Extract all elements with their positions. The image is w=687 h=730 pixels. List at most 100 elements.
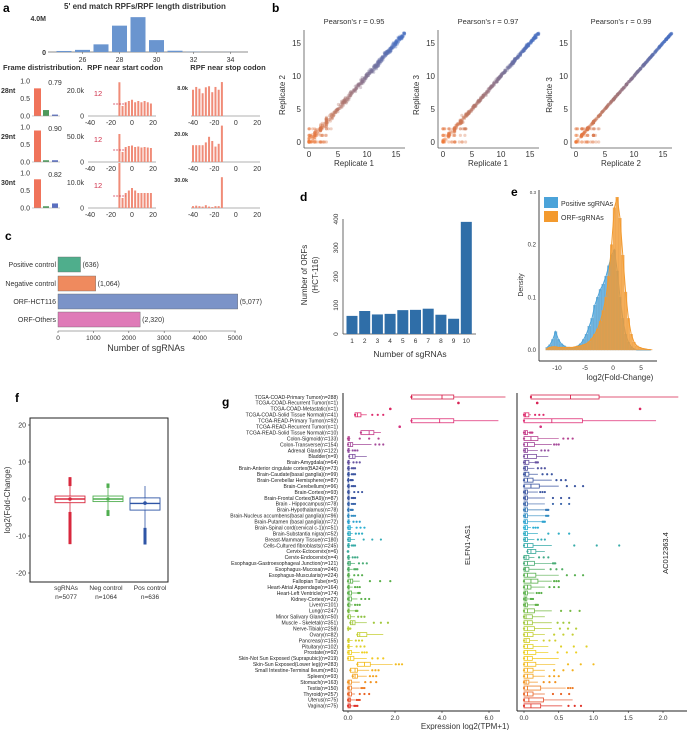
outlier-point [572, 645, 575, 648]
scatter-point [441, 140, 445, 144]
scatter-point [479, 97, 484, 101]
scatter-point [612, 97, 616, 101]
scatter-point [526, 43, 530, 48]
scatter-point [591, 133, 596, 137]
scatter-point [343, 99, 347, 103]
value-label: (1,064) [98, 281, 120, 288]
min-point [522, 419, 526, 422]
scatter-point [518, 52, 522, 56]
scatter-point [395, 40, 399, 44]
scatter-point [464, 113, 468, 117]
outlier-point [371, 669, 374, 672]
x-tick-label: -20 [209, 120, 219, 127]
scatter-point [501, 71, 505, 76]
scatter-point [372, 64, 376, 68]
scatter-point [664, 37, 669, 41]
x-tick-label: -20 [209, 166, 219, 173]
outlier-point [353, 556, 357, 559]
scatter-point [363, 76, 367, 80]
chart-title: 5' end match RPFs/RPF length distributio… [64, 2, 226, 11]
scatter-point [601, 109, 605, 113]
scatter-point [582, 130, 586, 134]
scatter-point [627, 80, 631, 84]
y-tick-label: 0 [431, 138, 436, 147]
scatter-point [455, 126, 459, 130]
scatter-point [380, 54, 385, 58]
scatter-point [635, 71, 639, 75]
scatter-point [591, 133, 596, 137]
scatter-point [634, 72, 638, 76]
x-tick-label: 0 [611, 365, 615, 372]
scatter-point [513, 60, 517, 64]
stop-codon-bar [208, 86, 211, 116]
scatter-point [389, 46, 393, 50]
scatter-point [475, 100, 480, 104]
y-tick-label: 0.5 [20, 142, 30, 149]
single-point [535, 401, 539, 405]
scatter-point [323, 121, 327, 125]
scatter-point [458, 127, 462, 131]
scatter-point [308, 133, 312, 137]
scatter-point [400, 36, 404, 41]
scatter-point [352, 88, 356, 92]
scatter-point [482, 94, 486, 98]
min-point [522, 597, 526, 601]
scatter-point [639, 66, 643, 70]
scatter-point [324, 118, 328, 122]
scatter-point [380, 55, 384, 59]
stop-codon-bar [192, 89, 194, 116]
scatter-point [526, 42, 530, 46]
x-tick-label: 9 [452, 338, 456, 345]
scatter-point [447, 133, 451, 137]
scatter-point [510, 60, 515, 64]
box [523, 620, 533, 626]
scatter-point [472, 104, 477, 108]
scatter-point [466, 111, 470, 115]
scatter-point [342, 100, 346, 104]
panel-label-e: e [511, 185, 518, 199]
stop-codon-bar [220, 177, 223, 208]
scatter-point [525, 45, 529, 49]
scatter-point [601, 109, 605, 113]
scatter-point [622, 86, 626, 90]
y-tick-label: 0 [564, 138, 569, 147]
scatter-point [650, 54, 654, 58]
x-tick-label: 0 [574, 150, 579, 159]
stop-codon-bar [201, 206, 204, 208]
scatter-point [397, 36, 401, 41]
scatter-point [379, 58, 384, 62]
scatter-point [523, 47, 527, 51]
scatter-point [518, 52, 523, 56]
scatter-point [319, 124, 323, 128]
legend-swatch-orf [544, 211, 558, 222]
scatter-point [642, 64, 646, 68]
scatter-point [453, 129, 457, 133]
min-point [346, 437, 350, 440]
scatter-point [583, 130, 587, 134]
scatter-point [313, 131, 317, 135]
scatter-point [661, 41, 665, 45]
scatter-point [311, 139, 315, 143]
scatter-point [443, 127, 447, 131]
outlier-point [554, 562, 557, 565]
scatter-point [343, 100, 347, 104]
y-tick-label: 4.0M [30, 16, 46, 23]
scatter-point [609, 99, 614, 103]
scatter-point [322, 140, 326, 144]
scatter-point [587, 126, 591, 130]
scatter-point [530, 38, 535, 42]
scatter-point [346, 96, 350, 100]
scatter-point [649, 54, 654, 58]
outlier-point [581, 574, 585, 577]
y-tick-label: 1.0 [20, 171, 30, 178]
scatter-point [368, 70, 372, 74]
scatter-point [495, 80, 499, 84]
outlier-point [353, 603, 357, 607]
x-tick-label: 28 [116, 57, 124, 64]
scatter-point [506, 66, 510, 70]
y-tick-zero: 0 [80, 160, 84, 167]
scatter-point [313, 140, 317, 144]
scatter-point [655, 48, 659, 52]
outlier-point [355, 526, 358, 529]
scatter-point [612, 96, 617, 100]
